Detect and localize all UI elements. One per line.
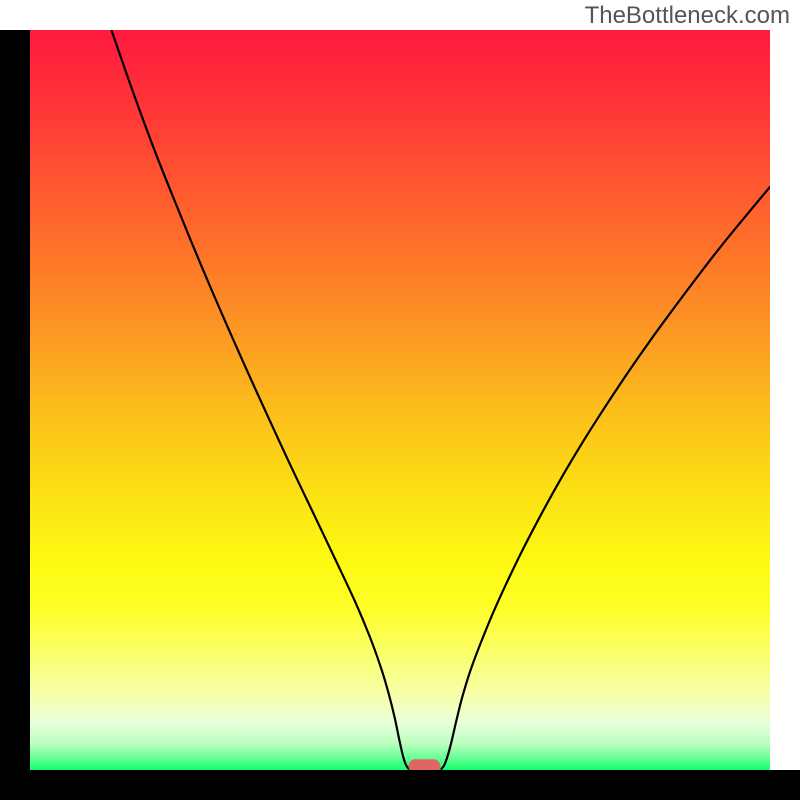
plot-svg xyxy=(30,30,770,770)
axis-bottom-bar xyxy=(0,770,800,800)
plot-area xyxy=(30,30,770,770)
axis-left-bar xyxy=(0,30,30,770)
chart-frame: TheBottleneck.com xyxy=(0,0,800,800)
watermark-text: TheBottleneck.com xyxy=(585,2,790,30)
gradient-background xyxy=(30,30,770,770)
min-marker-pill xyxy=(408,759,440,770)
